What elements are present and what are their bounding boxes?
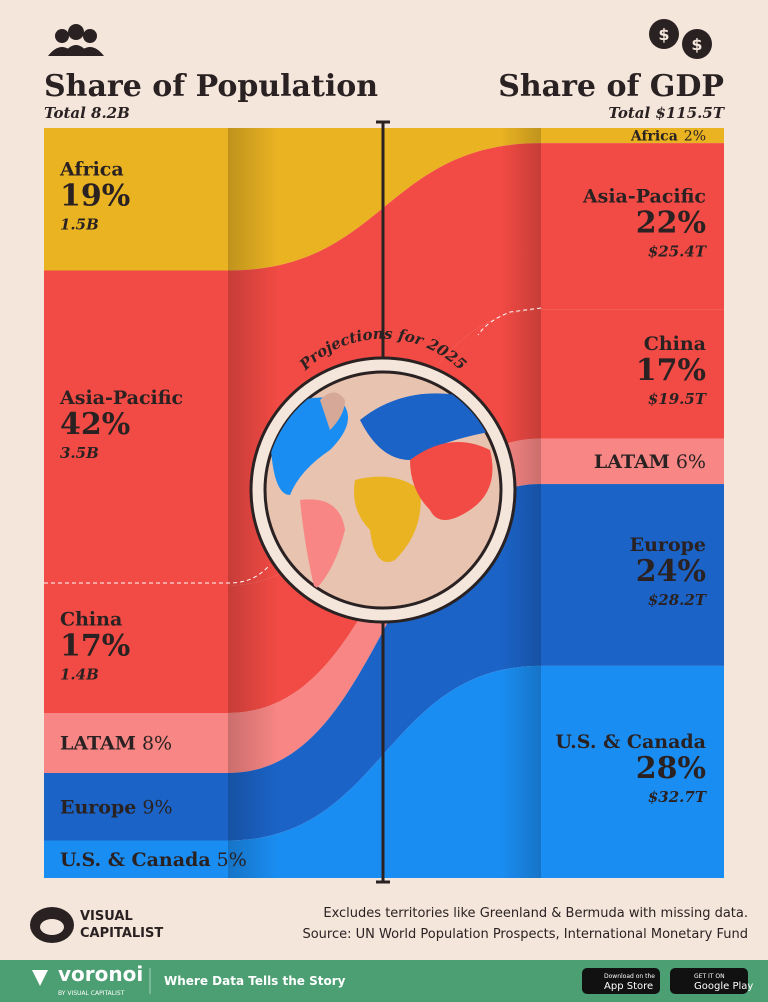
coins-icon: $ $: [649, 19, 712, 59]
amount-label: 3.5B: [60, 444, 99, 462]
divider: [477, 307, 542, 336]
amount-label: 1.4B: [60, 665, 99, 683]
value-label: 9%: [142, 796, 172, 818]
logo-bottom: CAPITALIST: [80, 926, 163, 941]
globe: Projections for 2025: [249, 325, 517, 624]
segment: [541, 128, 724, 144]
segment: [44, 773, 228, 841]
category-label: Africa: [630, 128, 678, 144]
logo-top: VISUAL: [80, 909, 133, 924]
amount-label: $19.5T: [648, 390, 708, 408]
segment: [44, 713, 228, 773]
value-label: 2%: [684, 128, 706, 144]
value-label: 17%: [636, 353, 706, 388]
inline-label: Europe 9%: [60, 796, 173, 818]
inline-label: LATAM 6%: [594, 451, 706, 473]
value-label: 5%: [217, 849, 247, 871]
category-label: Asia-Pacific: [59, 387, 183, 409]
play-badge[interactable]: GET IT ON Google Play: [670, 968, 753, 994]
inline-label: U.S. & Canada 5%: [60, 849, 247, 871]
segment: [541, 309, 724, 439]
category-label: LATAM: [594, 451, 670, 473]
value-label: 28%: [636, 751, 706, 786]
app-store-badge[interactable]: Download on the App Store: [582, 968, 660, 994]
source: Source: UN World Population Prospects, I…: [302, 927, 748, 942]
value-label: 22%: [636, 205, 706, 240]
segment: [44, 128, 228, 271]
category-label: Asia-Pacific: [582, 185, 706, 207]
people-icon: [48, 24, 104, 56]
category-label: Europe: [630, 534, 706, 556]
badge-top: Download on the: [604, 973, 655, 980]
amount-label: $28.2T: [648, 591, 708, 609]
value-label: 17%: [60, 628, 130, 663]
value-label: 42%: [60, 407, 130, 442]
badge-label: App Store: [604, 981, 653, 992]
divider: [44, 564, 271, 584]
series-total: Total 8.2B: [44, 104, 130, 122]
logo: VISUAL CAPITALIST: [30, 907, 163, 943]
segment: [541, 438, 724, 485]
amount-label: 1.5B: [60, 215, 99, 233]
category-label: U.S. & Canada: [555, 731, 706, 753]
badge-top: GET IT ON: [694, 973, 725, 980]
category-label: China: [60, 608, 122, 630]
segment: [44, 585, 228, 713]
category-label: LATAM: [60, 733, 136, 755]
footnote: Excludes territories like Greenland & Be…: [323, 906, 748, 921]
value-label: 19%: [60, 178, 130, 213]
segment: [541, 143, 724, 310]
brand-sub: BY VISUAL CAPITALIST: [58, 990, 125, 997]
segment: [541, 484, 724, 666]
svg-text:$: $: [658, 25, 669, 44]
amount-label: $32.7T: [648, 788, 708, 806]
segment: [44, 270, 228, 586]
category-label: U.S. & Canada: [60, 849, 211, 871]
inline-label: Africa 2%: [630, 128, 706, 144]
segment: [44, 840, 228, 878]
category-label: Africa: [59, 158, 124, 180]
svg-text:$: $: [691, 35, 702, 54]
series-title: Share of GDP: [498, 69, 724, 104]
brand: voronoi: [58, 962, 143, 986]
amount-label: $25.4T: [648, 242, 708, 260]
category-label: China: [644, 333, 706, 355]
category-label: Europe: [60, 796, 136, 818]
tagline: Where Data Tells the Story: [164, 974, 346, 988]
brand-icon: [32, 970, 48, 986]
value-label: 24%: [636, 554, 706, 589]
segment: [541, 665, 724, 878]
value-label: 8%: [142, 733, 172, 755]
badge-label: Google Play: [694, 981, 753, 992]
series-total: Total $115.5T: [608, 104, 725, 122]
series-title: Share of Population: [44, 69, 378, 104]
value-label: 6%: [676, 451, 706, 473]
inline-label: LATAM 8%: [60, 733, 172, 755]
